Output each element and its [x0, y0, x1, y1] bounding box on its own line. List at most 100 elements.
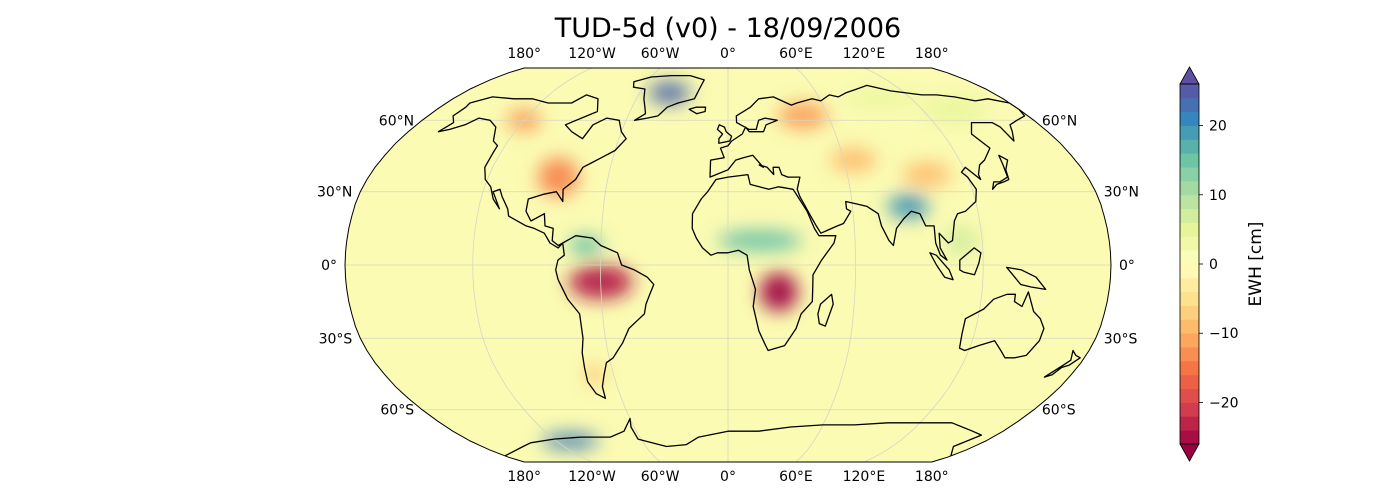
coastline-antarctica [504, 417, 983, 457]
colorbar-tick-label: 20 [1209, 119, 1227, 135]
anomaly-russia-west [778, 103, 828, 129]
colorbar-segment [1180, 236, 1199, 251]
colorbar-tick-label: 10 [1209, 188, 1227, 204]
colorbar-segment [1180, 277, 1199, 293]
map-title: TUD-5d (v0) - 18/09/2006 [554, 13, 901, 44]
coastlines [437, 74, 1081, 457]
colorbar-segment [1180, 333, 1199, 348]
anomaly-caribbean-venezuela [568, 235, 603, 256]
anomaly-sahel-band [717, 230, 803, 251]
coastline-africa [691, 173, 837, 352]
lon-tick-label: 0° [720, 469, 736, 485]
coastline-madagascar [817, 293, 834, 327]
colorbar-segment [1180, 97, 1199, 113]
lat-tick-label: 30°S [319, 331, 353, 347]
lat-tick-label: 60°S [380, 403, 414, 419]
colorbar: 20 10 0 −10 −20 EWH [cm] [1179, 66, 1266, 462]
colorbar-segment [1180, 125, 1199, 140]
colorbar-extend-max [1179, 66, 1200, 85]
colorbar-segments [1180, 84, 1199, 445]
colorbar-ticks: 20 10 0 −10 −20 [1199, 119, 1239, 412]
colorbar-segment [1180, 402, 1199, 417]
lat-tick-labels-left: 60°N 30°N 0° 30°S 60°S [317, 113, 414, 418]
coastline-australia [958, 291, 1045, 359]
colorbar-segment [1180, 84, 1199, 99]
colorbar-segment [1180, 430, 1199, 445]
colorbar-segment [1180, 111, 1199, 126]
colorbar-extend-min [1179, 443, 1200, 462]
lat-tick-label: 30°N [317, 185, 352, 201]
anomaly-tibet-china [902, 162, 951, 187]
lon-tick-label: 180° [507, 46, 541, 62]
lon-tick-label: 180° [507, 469, 541, 485]
map: 180° 120°W 60°W 0° 60°E 120°E 180° 180° 120°W 60… [317, 46, 1139, 485]
lon-tick-label: 60°E [779, 46, 813, 62]
coastline-eurasia [709, 84, 1026, 261]
lon-tick-label: 60°E [779, 469, 813, 485]
coastline-britain [716, 124, 733, 144]
lat-tick-label: 60°N [1042, 113, 1077, 129]
colorbar-segment [1180, 291, 1199, 306]
colorbar-segment [1180, 305, 1199, 320]
colorbar-segment [1180, 208, 1199, 223]
coastline-north-america [437, 94, 627, 249]
coastline-new-zealand [1043, 349, 1081, 378]
anomaly-central-asia [830, 148, 877, 173]
lon-tick-labels-top: 180° 120°W 60°W 0° 60°E 120°E 180° [507, 46, 948, 62]
coastline-new-guinea [1006, 266, 1047, 291]
globe-outline [344, 67, 1112, 463]
lat-tick-label: 30°S [1104, 331, 1138, 347]
colorbar-segment [1180, 388, 1199, 403]
coastline-borneo [959, 247, 982, 276]
colorbar-segment [1180, 194, 1199, 210]
anomaly-layer [507, 81, 987, 449]
lat-tick-label: 60°S [1042, 403, 1076, 419]
colorbar-segment [1180, 139, 1199, 154]
anomaly-bangladesh-india [887, 194, 930, 219]
colorbar-segment [1180, 167, 1199, 182]
lat-tick-label: 30°N [1104, 185, 1139, 201]
lon-tick-label: 0° [720, 46, 736, 62]
colorbar-tick-label: −10 [1209, 326, 1239, 342]
colorbar-segment [1180, 374, 1199, 390]
lat-tick-label: 60°N [379, 113, 414, 129]
lon-tick-label: 120°E [843, 46, 886, 62]
coastline-sumatra [929, 252, 954, 281]
anomaly-south-central-africa [759, 272, 798, 312]
colorbar-segment [1180, 264, 1199, 279]
colorbar-segment [1180, 222, 1199, 237]
lon-tick-label: 180° [915, 469, 949, 485]
colorbar-label: EWH [cm] [1246, 222, 1266, 307]
lon-tick-label: 60°W [641, 46, 680, 62]
lon-tick-label: 180° [915, 46, 949, 62]
colorbar-tick-label: 0 [1209, 257, 1218, 273]
anomaly-siberia-east [922, 96, 987, 122]
anomaly-patagonia [586, 365, 603, 385]
coastline-japan [991, 154, 1010, 190]
lon-tick-labels-bottom: 180° 120°W 60°W 0° 60°E 120°E 180° [507, 469, 948, 485]
colorbar-tick-label: −20 [1209, 396, 1239, 412]
lat-tick-label: 0° [1119, 258, 1135, 274]
coastline-south-america [555, 235, 655, 399]
lon-tick-label: 120°W [568, 46, 616, 62]
anomaly-west-antarctica [541, 433, 600, 449]
colorbar-segment [1180, 360, 1199, 376]
lat-tick-labels-right: 60°N 30°N 0° 30°S 60°S [1042, 113, 1139, 418]
graticule [345, 68, 1111, 462]
lon-tick-label: 120°E [843, 469, 886, 485]
anomaly-se-asia-green [944, 225, 978, 256]
colorbar-segment [1180, 416, 1199, 431]
anomaly-siberia-north [842, 90, 920, 107]
lon-tick-label: 120°W [568, 469, 616, 485]
coastline-iceland [688, 106, 707, 115]
colorbar-segment [1180, 153, 1199, 168]
colorbar-segment [1180, 347, 1199, 362]
colorbar-segment [1180, 319, 1199, 334]
colorbar-segment [1180, 180, 1199, 196]
anomaly-eastern-us [538, 157, 579, 197]
colorbar-segment [1180, 250, 1199, 265]
coastline-greenland [632, 74, 705, 121]
lon-tick-label: 60°W [641, 469, 680, 485]
lat-tick-label: 0° [321, 258, 337, 274]
